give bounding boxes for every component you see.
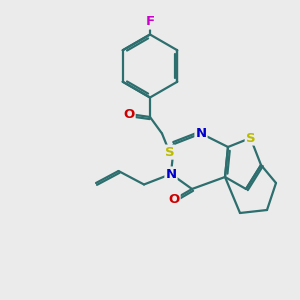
Text: O: O [168, 193, 180, 206]
Text: N: N [195, 127, 207, 140]
Text: F: F [146, 15, 154, 28]
Text: N: N [165, 167, 177, 181]
Text: S: S [246, 131, 255, 145]
Text: O: O [123, 107, 135, 121]
Text: S: S [165, 146, 174, 159]
